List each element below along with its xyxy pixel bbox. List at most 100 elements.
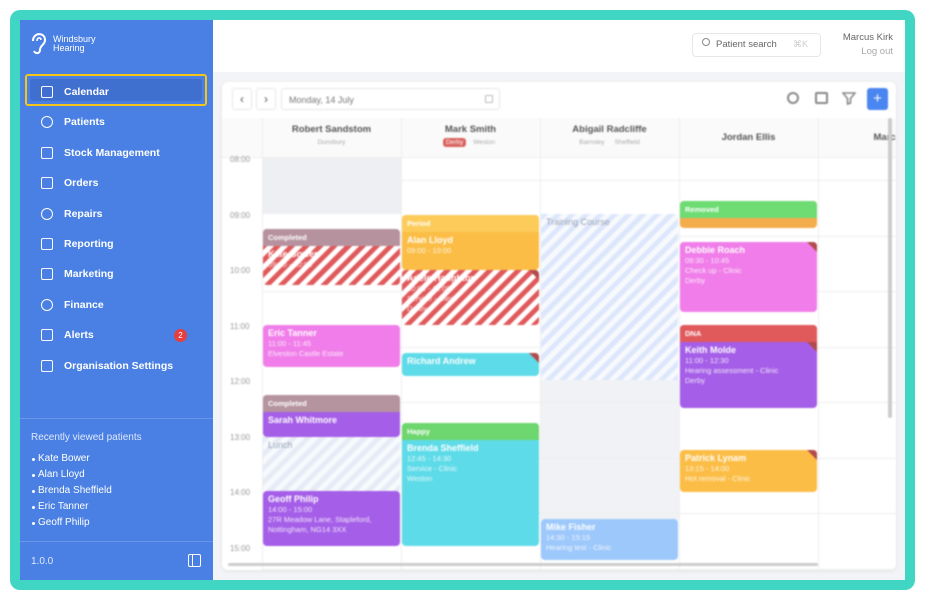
scrollbar	[888, 118, 892, 418]
divider	[20, 418, 213, 419]
appointment[interactable]: Debbie Roach 09:30 - 10:45 Check up - Clin…	[680, 242, 817, 312]
appointment[interactable]: Mike Fisher 14:30 - 15:15 Hearing test - C…	[541, 519, 678, 560]
appointment[interactable]: Patrick Lynam 13:15 - 14:00 Hot removal - …	[680, 450, 817, 492]
nav-item[interactable]: Alerts	[64, 329, 94, 342]
prev-button[interactable]: ‹	[232, 88, 252, 110]
search-box[interactable]: Patient search ⌘K	[692, 33, 821, 57]
appointment-title: Mike Fisher	[546, 522, 596, 532]
nav-item[interactable]: Reporting	[64, 238, 114, 250]
tag-list: Derby Weston	[401, 138, 540, 147]
column-header[interactable]: Mark Smith Derby Weston	[401, 124, 540, 147]
appointment-title: Kate Bower	[268, 249, 318, 259]
h-scrollbar	[228, 563, 818, 566]
appointment-title: Richard Andrew	[407, 356, 476, 366]
column-header[interactable]: Marcu	[818, 124, 897, 146]
tag-list: Barnsley Sheffield	[540, 138, 679, 147]
collapse-button[interactable]	[188, 554, 201, 567]
nav-item[interactable]: Marketing	[64, 268, 114, 281]
recent-patient[interactable]: Alan Lloyd	[38, 469, 85, 480]
appointment[interactable]: Completed Kate Bower 09:00 - 10:00	[263, 229, 400, 285]
header-row	[222, 118, 896, 158]
appointment-title: Brenda Sheffield	[407, 443, 479, 453]
appointment[interactable]: Geoff Philip 14:00 - 15:00 27R Meadow Lane…	[263, 491, 400, 546]
search-icon	[702, 38, 710, 46]
hour-line	[262, 180, 896, 181]
add-button[interactable]: +	[867, 88, 888, 110]
nav-item[interactable]: Patients	[64, 116, 105, 129]
filter-button[interactable]	[842, 91, 856, 105]
print-button[interactable]	[815, 92, 828, 104]
appointment-detail: Derby	[685, 276, 706, 285]
appointment-detail: Weston	[407, 474, 433, 483]
appointment-detail: Nottingham, NG14 3XX	[268, 525, 347, 534]
recent-patient[interactable]: Kate Bower	[38, 453, 90, 464]
time-label: 11:00	[230, 321, 250, 331]
location-tag: Derby	[442, 138, 467, 147]
search-placeholder: Patient search	[716, 39, 777, 50]
divider	[20, 541, 213, 542]
column-header[interactable]: Jordan Ellis	[679, 124, 818, 146]
appointment-detail: 09:00 - 10:00	[268, 260, 313, 269]
appointment[interactable]: Removed	[680, 201, 817, 228]
logout-link[interactable]: Log out	[861, 46, 893, 57]
column-header[interactable]: Abigail Radcliffe Barnsley Sheffield	[540, 124, 679, 147]
appointment[interactable]: Training Course	[541, 214, 678, 380]
nav-item[interactable]: Repairs	[64, 207, 103, 220]
flag	[807, 242, 817, 252]
top-bar: Patient search ⌘K Marcus Kirk Log out	[213, 20, 905, 72]
flag	[807, 450, 817, 460]
appointment-detail: 10:00 - 11:00	[407, 284, 451, 293]
appointment-title: Lunch	[268, 440, 293, 450]
nav-item[interactable]: Finance	[64, 298, 104, 311]
time-label: 14:00	[230, 488, 251, 497]
appointment[interactable]: Richard Andrew	[402, 353, 539, 376]
appointment[interactable]: Adele Haughton 10:00 - 11:00 Service - Cli…	[402, 270, 539, 325]
appointment[interactable]: Happy Brenda Sheffield 12:45 - 14:30 Servic…	[402, 423, 539, 546]
recent-patient[interactable]: Geoff Philip	[38, 517, 90, 528]
column-divider	[540, 118, 541, 570]
appointment[interactable]: DNA Keith Molde 11:00 - 12:30 Hearing asses…	[680, 325, 817, 408]
column-header[interactable]: Robert Sandstom Dunsbury	[262, 124, 401, 147]
time-label: 09:00	[230, 210, 251, 220]
nav-item[interactable]: Orders	[64, 177, 99, 190]
nav-item[interactable]: Calendar	[64, 86, 109, 98]
appointment-title: Training Course	[546, 217, 610, 227]
appointment-status: Completed	[263, 229, 400, 246]
nav-item[interactable]: Stock Management	[64, 146, 160, 159]
bullet	[32, 474, 35, 477]
appointment[interactable]: Lunch	[263, 437, 400, 491]
appointment[interactable]: Period Alan Lloyd 09:00 - 10:00	[402, 215, 539, 270]
column-divider	[262, 118, 263, 570]
appointment-title: Keith Molde	[685, 345, 736, 355]
bullet	[32, 458, 35, 461]
settings-button[interactable]	[787, 92, 799, 104]
appointment-title: Adele Haughton	[407, 273, 476, 283]
next-button[interactable]: ›	[256, 88, 276, 110]
appointment[interactable]: Eric Tanner 11:00 - 11:45 Elveston Castle …	[263, 325, 400, 367]
bullet	[32, 490, 35, 493]
nav-item[interactable]: Organisation Settings	[64, 359, 174, 372]
appointment-status: DNA	[680, 325, 817, 342]
staff-name: Robert Sandstom	[291, 124, 372, 135]
appointment[interactable]: Completed Sarah Whitmore	[263, 395, 400, 437]
search-shortcut: ⌘K	[793, 39, 809, 49]
nav-focus	[25, 74, 207, 106]
time-label: 15:00	[230, 543, 251, 553]
nav-icon	[41, 207, 53, 220]
gray-block	[540, 380, 679, 520]
appointment-title: Patrick Lynam	[685, 453, 747, 463]
appointment-title: Eric Tanner	[268, 328, 317, 338]
time-label: 12:00	[230, 377, 251, 386]
appointment-detail: 13:15 - 14:00	[685, 464, 730, 473]
appointment-title: Debbie Roach	[685, 245, 746, 255]
date-picker[interactable]: Monday, 14 July	[281, 88, 500, 110]
appointment-title: Alan Lloyd	[407, 235, 454, 245]
recent-patient[interactable]: Brenda Sheffield	[38, 485, 112, 496]
appointment-detail: 11:00 - 12:30	[685, 356, 729, 365]
date-value: Monday, 14 July	[289, 95, 354, 105]
sidebar: Windsbury Hearing Calendar Patients Stock …	[20, 20, 213, 580]
calendar-card: ‹ › Monday, 14 July + 08:00 09:00 10:00 11:…	[222, 82, 896, 570]
recent-patient[interactable]: Eric Tanner	[38, 501, 89, 512]
appointment-detail: 27R Meadow Lane, Stapleford,	[268, 515, 372, 524]
